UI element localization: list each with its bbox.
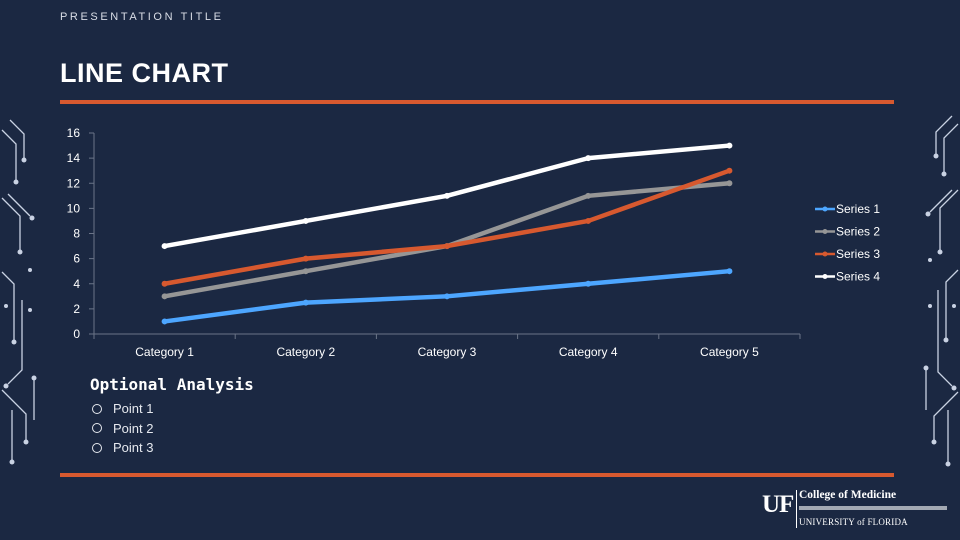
data-point: [726, 180, 733, 187]
data-point: [302, 299, 309, 306]
data-point: [444, 243, 450, 250]
data-point: [726, 142, 733, 149]
y-tick-label: 10: [67, 201, 81, 215]
uf-mark: UF: [762, 491, 794, 518]
presentation-title: PRESENTATION TITLE: [60, 11, 224, 23]
data-point: [302, 268, 309, 275]
data-point: [302, 255, 309, 262]
logo-university-name: UNIVERSITY of FLORIDA: [799, 517, 908, 527]
data-point: [444, 192, 450, 199]
data-point: [161, 243, 168, 250]
circuit-decoration-left: [1, 119, 37, 465]
x-tick-label: Category 4: [559, 345, 618, 359]
bullet-circle-icon: [92, 423, 102, 434]
analysis-point: Point 3: [92, 438, 153, 458]
bullet-circle-icon: [92, 403, 102, 414]
data-point: [585, 192, 592, 199]
analysis-point: Point 2: [92, 419, 153, 439]
legend-marker: [822, 274, 828, 279]
y-tick-label: 8: [73, 227, 80, 241]
y-tick-label: 0: [73, 327, 80, 341]
x-tick-label: Category 1: [135, 345, 194, 359]
title-underline: [60, 100, 894, 104]
uf-college-of-medicine-logo: UF College of Medicine UNIVERSITY of FLO…: [762, 488, 952, 532]
analysis-point-text: Point 3: [113, 440, 154, 455]
x-tick-label: Category 3: [418, 345, 477, 359]
data-point: [444, 293, 450, 300]
analysis-point-text: Point 1: [113, 401, 154, 416]
circuit-decoration-right: [923, 115, 959, 467]
y-tick-label: 14: [67, 151, 81, 165]
analysis-heading: Optional Analysis: [90, 375, 254, 394]
legend-marker: [822, 229, 828, 234]
data-point: [585, 155, 592, 162]
y-tick-label: 12: [67, 176, 81, 190]
y-tick-label: 2: [73, 302, 80, 316]
data-point: [161, 280, 168, 287]
data-point: [585, 280, 592, 287]
data-point: [585, 217, 592, 224]
y-tick-label: 4: [73, 277, 80, 291]
data-point: [161, 318, 168, 325]
logo-college-name: College of Medicine: [799, 489, 897, 501]
data-point: [726, 268, 733, 275]
legend-label: Series 4: [836, 270, 880, 284]
x-tick-label: Category 5: [700, 345, 759, 359]
legend-marker: [822, 206, 828, 212]
legend-label: Series 1: [836, 202, 880, 216]
bullet-circle-icon: [92, 442, 102, 453]
analysis-point-text: Point 2: [113, 420, 154, 436]
x-tick-label: Category 2: [276, 345, 335, 359]
analysis-point: Point 1: [92, 399, 153, 419]
data-point: [161, 293, 168, 300]
y-tick-label: 16: [67, 126, 81, 140]
legend-label: Series 2: [836, 225, 880, 239]
analysis-points: Point 1 Point 2 Point 3: [92, 399, 153, 458]
footer-rule: [60, 473, 894, 477]
slide-title: LINE CHART: [60, 58, 229, 88]
logo-divider: [796, 490, 797, 528]
data-point: [726, 167, 733, 174]
data-point: [302, 217, 309, 224]
legend-marker: [822, 251, 828, 257]
series-line: [162, 168, 732, 286]
y-tick-label: 6: [73, 252, 80, 266]
legend-label: Series 3: [836, 247, 880, 261]
logo-department-line: [799, 506, 947, 510]
